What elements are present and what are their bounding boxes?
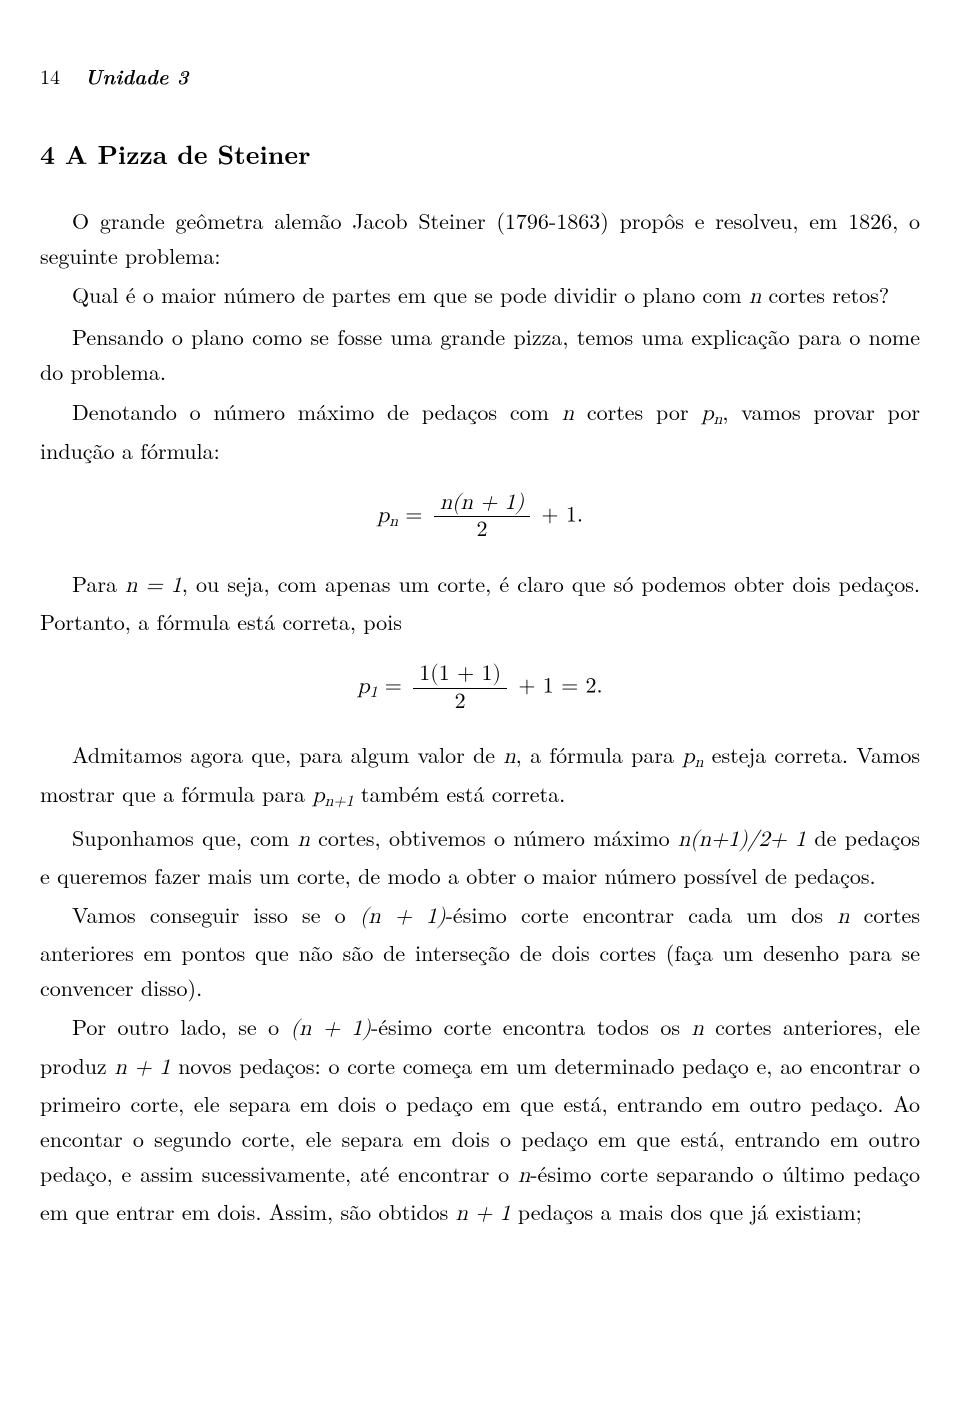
math-n: n — [298, 829, 310, 851]
equation-p1-value: p1 = 1(1 + 1)2 + 1 = 2. — [40, 661, 920, 715]
math-n: n — [562, 403, 574, 425]
text: Para — [72, 568, 125, 599]
var-p: p — [357, 676, 369, 698]
numerator: 1(1 + 1) — [413, 661, 507, 688]
paragraph-problem: Qual é o maior número de partes em que s… — [40, 277, 920, 315]
denominator: 2 — [413, 689, 507, 715]
sub-n1: n+1 — [325, 794, 354, 810]
tail: + 1. — [534, 505, 583, 527]
text: Qual é o maior número de partes em que s… — [72, 279, 749, 310]
lhs: pn — [377, 505, 398, 527]
paragraph-intro: O grande geômetra alemão Jacob Steiner (… — [40, 203, 920, 273]
equals: = — [398, 505, 430, 527]
section-title: 4 A Pizza de Steiner — [40, 133, 920, 175]
math-n: n — [749, 286, 761, 308]
sub-1: 1 — [370, 685, 378, 701]
unit-label: Unidade 3 — [85, 62, 189, 91]
fraction: n(n + 1)2 — [434, 490, 530, 544]
text: cortes retos? — [761, 279, 889, 310]
tail: + 1 = 2. — [511, 676, 603, 698]
math-n: n — [691, 1018, 703, 1040]
text: -ésimo corte encontrar cada um dos — [446, 899, 838, 930]
math-pn: pn — [701, 403, 722, 425]
text: cortes, obtivemos o número máximo — [310, 822, 678, 853]
page-number: 14 — [40, 61, 60, 90]
var-p: p — [377, 505, 389, 527]
text: Por outro lado, se o — [72, 1011, 291, 1042]
denominator: 2 — [434, 517, 530, 543]
paragraph-achieve: Vamos conseguir isso se o (n + 1)-ésimo … — [40, 897, 920, 1006]
math-nth: n — [518, 1165, 530, 1187]
math-pn: pn — [682, 746, 703, 768]
text: pedaços a mais dos que já existiam; — [511, 1196, 862, 1227]
math-np1: (n + 1) — [291, 1018, 371, 1040]
text: -ésimo corte encontra todos os — [371, 1011, 692, 1042]
text: cortes por — [574, 396, 701, 427]
running-header: 14 Unidade 3 — [40, 60, 920, 93]
text: também está correta. — [354, 778, 566, 809]
var-p: p — [312, 785, 324, 807]
page: 14 Unidade 3 4 A Pizza de Steiner O gran… — [0, 0, 960, 1428]
text: Denotando o número máximo de pedaços com — [72, 396, 562, 427]
var-p: p — [701, 403, 713, 425]
math-n: n — [503, 746, 515, 768]
math-expr: n(n+1)/2+ 1 — [678, 829, 806, 851]
math-np1: (n + 1) — [360, 906, 446, 928]
math-pn1: pn+1 — [312, 785, 353, 807]
paragraph-inductive-hypothesis: Admitamos agora que, para algum valor de… — [40, 737, 920, 816]
paragraph-denote: Denotando o número máximo de pedaços com… — [40, 394, 920, 468]
fraction: 1(1 + 1)2 — [413, 661, 507, 715]
numerator: n(n + 1) — [434, 490, 530, 517]
equation-pn-formula: pn = n(n + 1)2 + 1. — [40, 490, 920, 544]
var-p: p — [682, 746, 694, 768]
text: Vamos conseguir isso se o — [72, 899, 360, 930]
text: Admitamos agora que, para algum valor de — [72, 739, 503, 770]
paragraph-base-case: Para n = 1, ou seja, com apenas um corte… — [40, 566, 920, 639]
paragraph-pizza-name: Pensando o plano como se fosse uma grand… — [40, 319, 920, 389]
paragraph-suppose: Suponhamos que, com n cortes, obtivemos … — [40, 820, 920, 893]
math-np1b: n + 1 — [115, 1057, 171, 1079]
text: , a fórmula para — [516, 739, 683, 770]
math-np1c: n + 1 — [456, 1203, 511, 1225]
equals: = — [378, 676, 410, 698]
math-n1: n = 1 — [125, 575, 182, 597]
lhs: p1 — [357, 676, 377, 698]
math-n: n — [837, 906, 849, 928]
paragraph-other-hand: Por outro lado, se o (n + 1)-ésimo corte… — [40, 1009, 920, 1232]
text: Suponhamos que, com — [72, 822, 298, 853]
sub-n: n — [389, 514, 398, 530]
